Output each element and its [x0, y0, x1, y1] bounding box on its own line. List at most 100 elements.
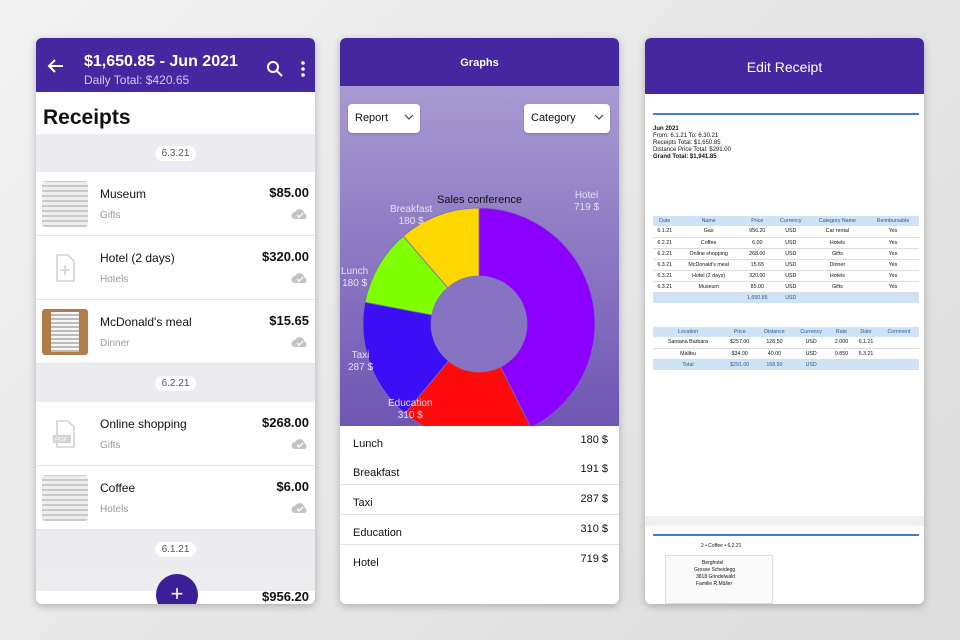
- table-header-row: Location Price Distance Currency Rate Date Com…: [653, 327, 919, 337]
- table-cell: 6.3.21: [853, 348, 879, 360]
- category-dropdown[interactable]: Category: [524, 104, 610, 133]
- table-row: 6.2.21 Coffee 6.00 USD Hotels Yes: [653, 237, 919, 249]
- chevron-down-icon: [404, 114, 414, 120]
- legend-amount: 287 $: [580, 493, 608, 505]
- receipt-category: Dinner: [100, 338, 130, 349]
- table-cell: USD: [792, 359, 830, 370]
- edit-receipt-screen: Edit Receipt Jun 2021 From: 6.1.21 To: 6…: [645, 38, 924, 604]
- table-cell: Coffee: [676, 237, 741, 249]
- report-title: $1,650.85 - Jun 2021: [84, 53, 238, 70]
- slice-label-lunch: Lunch 180 $: [341, 266, 368, 290]
- legend-divider: [340, 514, 619, 515]
- receipt-row[interactable]: Museum Gifts $85.00: [36, 172, 315, 236]
- table-header-cell: Name: [676, 216, 741, 226]
- table-cell: 15.65: [740, 259, 774, 271]
- table-cell: Museum: [676, 281, 741, 293]
- table-row: 6.3.21 Hotel (2 days) 320.00 USD Hotels Yes: [653, 270, 919, 282]
- page-top-rule: [653, 113, 919, 115]
- slice-label-breakfast-value: 180 $: [398, 216, 424, 227]
- receipt-row[interactable]: Hotel (2 days) Hotels $320.00: [36, 236, 315, 300]
- legend-amount: 180 $: [580, 434, 608, 446]
- distance-table: Location Price Distance Currency Rate Date Com…: [653, 327, 919, 370]
- report-page-2[interactable]: 2 • Coffee • 6.2.21 Berghotel Grosse Sch…: [645, 526, 924, 604]
- receipt-category: Hotels: [100, 274, 129, 285]
- back-arrow-icon[interactable]: [46, 56, 66, 76]
- table-cell: [878, 337, 919, 349]
- table-header-cell: Date: [853, 327, 879, 337]
- report-page[interactable]: Jun 2021 From: 6.1.21 To: 6.30.21 Receip…: [645, 94, 924, 549]
- legend-row[interactable]: Breakfast 191 $: [340, 455, 619, 484]
- graphs-title: Graphs: [460, 57, 499, 69]
- slice-label-education-name: Education: [388, 398, 433, 409]
- cloud-sync-icon: [291, 503, 307, 513]
- category-dropdown-label: Category: [531, 112, 576, 124]
- report-range: From: 6.1.21 To: 6.30.21: [653, 133, 719, 139]
- slice-label-taxi: Taxi 287 $: [348, 350, 373, 374]
- table-cell: 6.2.21: [653, 248, 677, 260]
- table-cell: McDonald's meal: [676, 259, 741, 271]
- legend-row[interactable]: Lunch 180 $: [340, 426, 619, 455]
- legend-row[interactable]: Taxi 287 $: [340, 485, 619, 514]
- search-icon[interactable]: [266, 60, 284, 78]
- receipt-row[interactable]: PDF Online shopping Gifts $268.00: [36, 402, 315, 466]
- page2-caption: 2 • Coffee • 6.2.21: [701, 543, 742, 549]
- table-cell: Online shopping: [676, 248, 741, 260]
- receipt-price: $268.00: [262, 415, 309, 430]
- table-cell: $34.00: [722, 348, 757, 360]
- table-cell: USD: [773, 292, 808, 303]
- receipt-price: $6.00: [276, 479, 309, 494]
- table-cell: 85.00: [740, 281, 774, 293]
- table-cell: Santana Barbara: [653, 337, 723, 349]
- table-cell: USD: [792, 337, 830, 349]
- receipt-row[interactable]: Coffee Hotels $6.00: [36, 466, 315, 530]
- receipt-photo-thumbnail: [42, 309, 88, 355]
- receipt-name: Hotel (2 days): [100, 251, 175, 265]
- receipt-name: McDonald's meal: [100, 315, 192, 329]
- legend-amount: 310 $: [580, 523, 608, 535]
- legend-amount: 719 $: [580, 553, 608, 565]
- table-cell: 6.1.21: [653, 226, 677, 238]
- receipt-category: Gifts: [100, 440, 121, 451]
- table-cell: USD: [792, 348, 830, 360]
- legend-row[interactable]: Hotel 719 $: [340, 545, 619, 574]
- receipt-price: $85.00: [269, 185, 309, 200]
- table-cell: USD: [773, 237, 808, 249]
- page2-top-rule: [653, 534, 919, 536]
- receipt-image: Berghotel Grosse Scheidegg 3818 Grindelw…: [665, 555, 773, 604]
- add-receipt-button[interactable]: +: [156, 574, 198, 604]
- table-row: 6.1.21 Gas 956.20 USD Car rental Yes: [653, 226, 919, 238]
- more-options-icon[interactable]: [300, 60, 306, 78]
- receipt-image-line: Familie R.Müller: [696, 581, 733, 587]
- chart-area: Report Category Sales conference Hotel 71…: [340, 86, 619, 426]
- table-total-row: 1,650.85 USD: [653, 292, 919, 303]
- donut-hole: [431, 276, 527, 372]
- report-title: Jun 2021: [653, 126, 679, 132]
- table-cell: 956.20: [740, 226, 774, 238]
- receipt-list: 6.3.21 Museum Gifts $85.00 Hotel (2 days) Hot…: [36, 134, 315, 568]
- table-cell: USD: [773, 270, 808, 282]
- receipt-row[interactable]: McDonald's meal Dinner $15.65: [36, 300, 315, 364]
- receipt-name: Museum: [100, 187, 147, 201]
- table-cell: Yes: [866, 248, 919, 260]
- slice-label-education: Education 310 $: [388, 398, 432, 422]
- report-dropdown-label: Report: [355, 112, 389, 124]
- table-cell: 128.50: [756, 337, 793, 349]
- table-cell: 40.00: [756, 348, 793, 360]
- receipt-price: $15.65: [269, 313, 309, 328]
- receipt-name: Coffee: [100, 481, 136, 495]
- table-cell: [653, 292, 677, 303]
- table-cell: 6.3.21: [653, 270, 677, 282]
- table-header-cell: Price: [722, 327, 757, 337]
- table-cell: [676, 292, 741, 303]
- cloud-sync-icon: [291, 209, 307, 219]
- receipt-photo-thumbnail: [42, 475, 88, 521]
- receipt-image-line: 3818 Grindelwald: [696, 574, 735, 580]
- table-cell: Yes: [866, 270, 919, 282]
- legend-row[interactable]: Education 310 $: [340, 515, 619, 544]
- receipts-heading: Receipts: [36, 92, 315, 134]
- graphs-screen: Graphs Report Category Sales conference …: [340, 38, 619, 604]
- pdf-icon: PDF: [42, 411, 88, 457]
- receipt-image-line: Grosse Scheidegg: [694, 567, 736, 573]
- report-dropdown[interactable]: Report: [348, 104, 420, 133]
- receipt-category: Gifts: [100, 210, 121, 221]
